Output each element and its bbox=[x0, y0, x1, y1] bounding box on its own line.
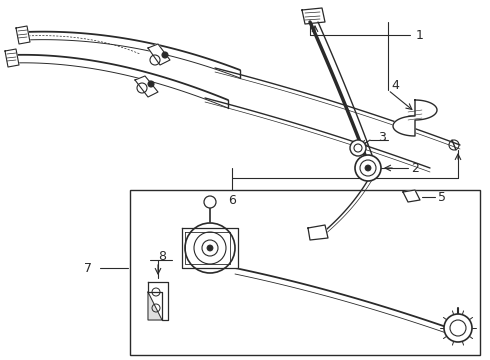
Polygon shape bbox=[302, 8, 325, 24]
Circle shape bbox=[207, 245, 213, 251]
Text: 4: 4 bbox=[391, 78, 399, 91]
Polygon shape bbox=[148, 292, 162, 320]
Text: 3: 3 bbox=[378, 131, 386, 144]
Text: 6: 6 bbox=[228, 194, 236, 207]
Text: 5: 5 bbox=[438, 190, 446, 203]
Polygon shape bbox=[5, 49, 19, 67]
Circle shape bbox=[350, 140, 366, 156]
Polygon shape bbox=[148, 282, 168, 320]
Polygon shape bbox=[182, 228, 238, 268]
Polygon shape bbox=[393, 100, 437, 136]
Circle shape bbox=[162, 52, 168, 58]
Polygon shape bbox=[16, 26, 30, 44]
Text: 7: 7 bbox=[84, 261, 92, 275]
Polygon shape bbox=[148, 44, 170, 65]
Circle shape bbox=[355, 155, 381, 181]
Circle shape bbox=[365, 165, 371, 171]
Bar bbox=[130, 190, 480, 355]
Polygon shape bbox=[135, 76, 158, 97]
Circle shape bbox=[204, 196, 216, 208]
Polygon shape bbox=[403, 190, 420, 202]
Circle shape bbox=[185, 223, 235, 273]
Circle shape bbox=[444, 314, 472, 342]
Text: 2: 2 bbox=[411, 162, 419, 175]
Circle shape bbox=[148, 81, 154, 87]
Polygon shape bbox=[308, 225, 328, 240]
Text: 8: 8 bbox=[158, 251, 166, 264]
Text: 1: 1 bbox=[416, 28, 424, 41]
